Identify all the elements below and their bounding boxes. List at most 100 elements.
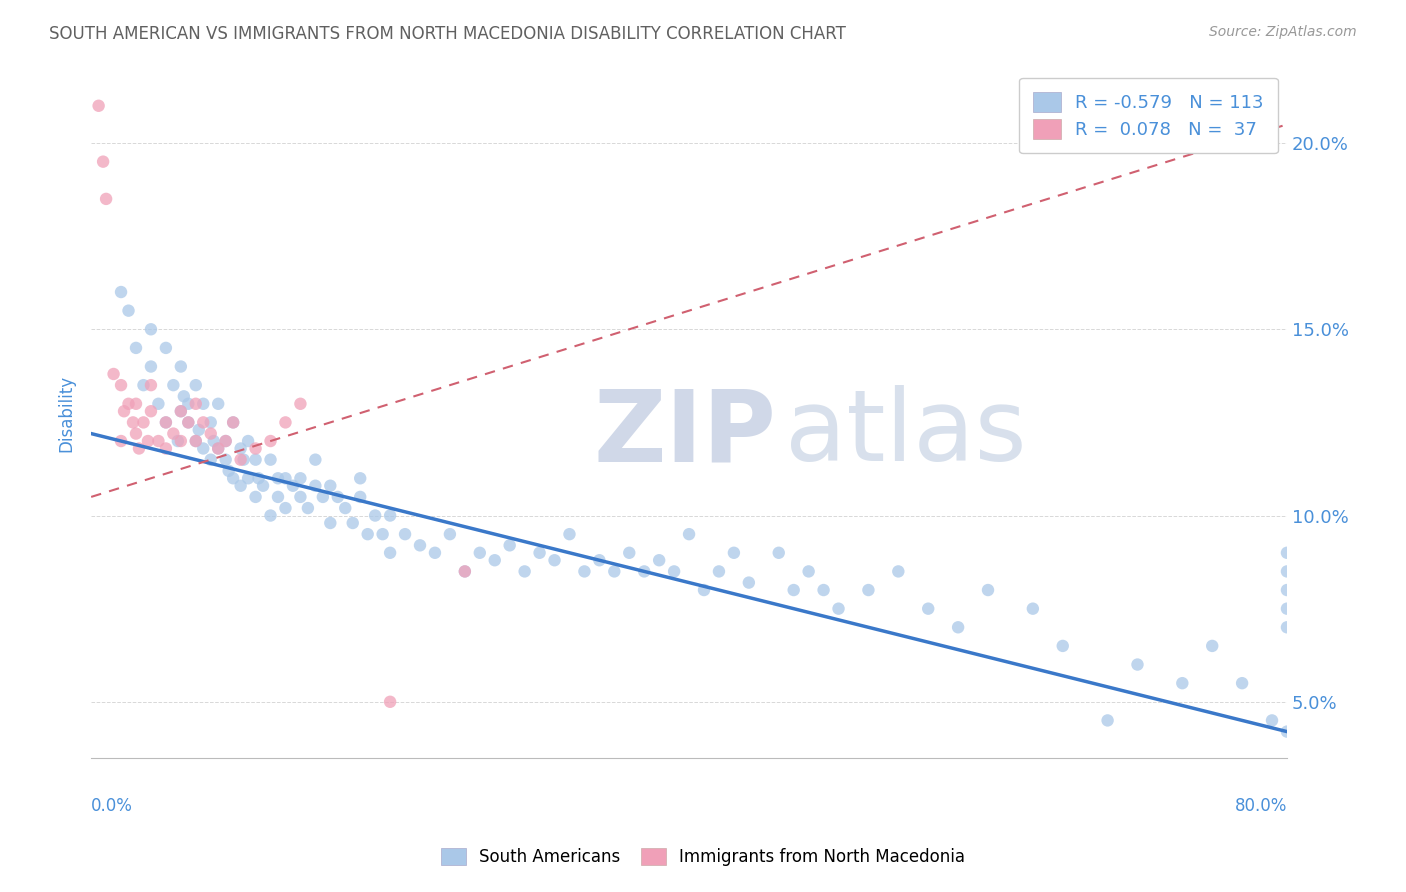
Point bbox=[245, 490, 267, 504]
Point bbox=[193, 397, 215, 411]
Point bbox=[1022, 601, 1045, 615]
Point bbox=[193, 416, 215, 430]
Point bbox=[148, 397, 170, 411]
Point bbox=[125, 426, 148, 441]
Point bbox=[87, 99, 110, 113]
Point bbox=[813, 582, 835, 597]
Point bbox=[1052, 639, 1074, 653]
Point bbox=[1097, 714, 1119, 728]
Point bbox=[148, 434, 170, 448]
Point bbox=[297, 501, 319, 516]
Point bbox=[177, 416, 200, 430]
Text: ZIP: ZIP bbox=[593, 385, 776, 483]
Point bbox=[132, 378, 155, 392]
Point bbox=[162, 426, 184, 441]
Y-axis label: Disability: Disability bbox=[58, 375, 75, 451]
Point bbox=[170, 404, 193, 418]
Point bbox=[155, 416, 177, 430]
Point bbox=[378, 546, 401, 560]
Point bbox=[184, 434, 207, 448]
Point bbox=[290, 490, 312, 504]
Point bbox=[122, 416, 145, 430]
Point bbox=[454, 565, 477, 579]
Point bbox=[378, 695, 401, 709]
Point bbox=[173, 389, 195, 403]
Legend: South Americans, Immigrants from North Macedonia: South Americans, Immigrants from North M… bbox=[433, 840, 973, 875]
Text: 0.0%: 0.0% bbox=[91, 797, 134, 814]
Point bbox=[125, 341, 148, 355]
Point bbox=[252, 479, 274, 493]
Point bbox=[1230, 676, 1253, 690]
Point bbox=[207, 397, 229, 411]
Point bbox=[125, 397, 148, 411]
Point bbox=[858, 582, 880, 597]
Point bbox=[184, 378, 207, 392]
Point bbox=[236, 434, 259, 448]
Point bbox=[574, 565, 596, 579]
Point bbox=[193, 442, 215, 456]
Point bbox=[603, 565, 626, 579]
Point bbox=[529, 546, 551, 560]
Point bbox=[1275, 620, 1298, 634]
Point bbox=[184, 434, 207, 448]
Point bbox=[342, 516, 364, 530]
Point bbox=[117, 303, 139, 318]
Point bbox=[110, 434, 132, 448]
Text: SOUTH AMERICAN VS IMMIGRANTS FROM NORTH MACEDONIA DISABILITY CORRELATION CHART: SOUTH AMERICAN VS IMMIGRANTS FROM NORTH … bbox=[49, 25, 846, 43]
Point bbox=[110, 378, 132, 392]
Point bbox=[304, 452, 326, 467]
Point bbox=[207, 442, 229, 456]
Point bbox=[349, 490, 371, 504]
Point bbox=[723, 546, 745, 560]
Point bbox=[200, 416, 222, 430]
Point bbox=[128, 442, 150, 456]
Point bbox=[267, 490, 290, 504]
Point bbox=[136, 434, 159, 448]
Point bbox=[259, 508, 281, 523]
Point bbox=[247, 471, 270, 485]
Point bbox=[170, 404, 193, 418]
Point bbox=[274, 471, 297, 485]
Point bbox=[738, 575, 761, 590]
Point bbox=[162, 378, 184, 392]
Point bbox=[139, 322, 162, 336]
Point bbox=[1275, 601, 1298, 615]
Point bbox=[139, 378, 162, 392]
Point bbox=[378, 508, 401, 523]
Text: 80.0%: 80.0% bbox=[1234, 797, 1286, 814]
Point bbox=[357, 527, 380, 541]
Point bbox=[91, 154, 114, 169]
Point bbox=[245, 442, 267, 456]
Point bbox=[797, 565, 820, 579]
Point bbox=[290, 397, 312, 411]
Point bbox=[103, 367, 125, 381]
Point bbox=[678, 527, 700, 541]
Point bbox=[155, 442, 177, 456]
Point bbox=[662, 565, 685, 579]
Point bbox=[304, 479, 326, 493]
Point bbox=[139, 359, 162, 374]
Point bbox=[633, 565, 655, 579]
Point bbox=[155, 416, 177, 430]
Point bbox=[170, 434, 193, 448]
Point bbox=[200, 426, 222, 441]
Point bbox=[215, 434, 238, 448]
Point bbox=[1171, 676, 1194, 690]
Point bbox=[274, 416, 297, 430]
Point bbox=[166, 434, 188, 448]
Point bbox=[236, 471, 259, 485]
Point bbox=[887, 565, 910, 579]
Point bbox=[94, 192, 117, 206]
Point bbox=[394, 527, 416, 541]
Point bbox=[229, 452, 252, 467]
Point bbox=[177, 397, 200, 411]
Point bbox=[112, 404, 135, 418]
Point bbox=[423, 546, 446, 560]
Point bbox=[349, 471, 371, 485]
Point bbox=[259, 434, 281, 448]
Point bbox=[132, 416, 155, 430]
Point bbox=[117, 397, 139, 411]
Point bbox=[364, 508, 387, 523]
Point bbox=[259, 452, 281, 467]
Point bbox=[484, 553, 506, 567]
